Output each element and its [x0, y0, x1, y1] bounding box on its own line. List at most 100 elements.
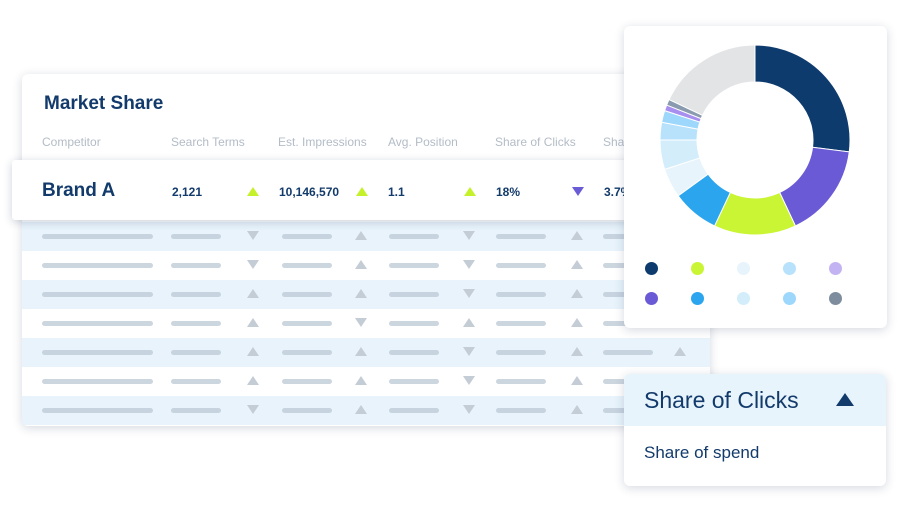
placeholder-bar	[496, 408, 546, 413]
placeholder-bar	[42, 321, 153, 326]
placeholder-bar	[42, 379, 153, 384]
placeholder-bar	[171, 321, 221, 326]
trend-up-icon	[571, 347, 583, 356]
placeholder-bar	[389, 234, 439, 239]
column-header-avg-position[interactable]: Avg. Position	[388, 135, 458, 149]
donut-slice[interactable]	[668, 44, 756, 116]
trend-down-icon	[572, 187, 584, 196]
trend-up-icon	[571, 289, 583, 298]
placeholder-bar	[171, 379, 221, 384]
trend-up-icon	[674, 347, 686, 356]
donut-chart	[659, 44, 851, 236]
legend-dot	[829, 292, 842, 305]
placeholder-bar	[282, 234, 332, 239]
placeholder-bar	[496, 350, 546, 355]
placeholder-bar	[389, 263, 439, 268]
placeholder-bar	[282, 263, 332, 268]
placeholder-bar	[171, 350, 221, 355]
placeholder-bar	[42, 234, 153, 239]
dropdown-selected-option[interactable]: Share of Clicks	[624, 374, 886, 426]
trend-up-icon	[571, 318, 583, 327]
placeholder-bar	[42, 408, 153, 413]
trend-up-icon	[247, 187, 259, 196]
trend-up-icon	[247, 376, 259, 385]
table-row[interactable]	[22, 309, 710, 338]
placeholder-bar	[389, 321, 439, 326]
brand-search-terms: 2,121	[172, 185, 203, 199]
metric-dropdown[interactable]: Share of Clicks Share of spend	[624, 374, 886, 486]
table-row[interactable]	[22, 280, 710, 309]
brand-name: Brand A	[42, 180, 116, 201]
table-row[interactable]	[22, 396, 710, 425]
trend-up-icon	[247, 289, 259, 298]
trend-up-icon	[355, 347, 367, 356]
placeholder-bar	[496, 234, 546, 239]
column-header-share-of-clicks[interactable]: Share of Clicks	[495, 135, 576, 149]
trend-down-icon	[463, 289, 475, 298]
trend-down-icon	[463, 347, 475, 356]
column-header-est-impressions[interactable]: Est. Impressions	[278, 135, 367, 149]
column-header-share-partial[interactable]: Shar	[603, 135, 629, 149]
trend-down-icon	[247, 260, 259, 269]
trend-up-icon	[571, 260, 583, 269]
legend-dot	[691, 292, 704, 305]
trend-up-icon	[355, 289, 367, 298]
legend-dot	[783, 262, 796, 275]
legend-dot	[829, 262, 842, 275]
legend-dot	[737, 292, 750, 305]
placeholder-bar	[496, 263, 546, 268]
table-row[interactable]	[22, 338, 710, 367]
trend-down-icon	[247, 231, 259, 240]
share-chart-card	[624, 26, 887, 328]
brand-share-of-clicks: 18%	[496, 185, 521, 199]
brand-est-impressions: 10,146,570	[279, 185, 340, 199]
legend-dot	[737, 262, 750, 275]
trend-down-icon	[463, 231, 475, 240]
placeholder-bar	[282, 292, 332, 297]
trend-up-icon	[355, 260, 367, 269]
trend-up-icon	[464, 187, 476, 196]
placeholder-bar	[389, 379, 439, 384]
trend-up-icon	[247, 318, 259, 327]
column-header-search-terms[interactable]: Search Terms	[171, 135, 245, 149]
trend-up-icon	[571, 376, 583, 385]
trend-up-icon	[247, 347, 259, 356]
placeholder-bar	[171, 263, 221, 268]
placeholder-bar	[42, 263, 153, 268]
placeholder-bar	[171, 408, 221, 413]
trend-down-icon	[247, 405, 259, 414]
placeholder-bar	[496, 379, 546, 384]
placeholder-bar	[171, 292, 221, 297]
placeholder-bar	[603, 350, 653, 355]
placeholder-bar	[282, 350, 332, 355]
trend-down-icon	[463, 376, 475, 385]
placeholder-bar	[171, 234, 221, 239]
brand-avg-position: 1.1	[388, 185, 405, 199]
table-row[interactable]	[22, 251, 710, 280]
chevron-up-icon[interactable]	[836, 393, 854, 406]
trend-down-icon	[463, 260, 475, 269]
column-header-competitor[interactable]: Competitor	[42, 135, 101, 149]
trend-up-icon	[356, 187, 368, 196]
legend-dot	[645, 292, 658, 305]
table-row[interactable]	[22, 222, 710, 251]
trend-up-icon	[355, 405, 367, 414]
placeholder-bar	[496, 292, 546, 297]
placeholder-bar	[389, 408, 439, 413]
legend-dot	[645, 262, 658, 275]
placeholder-bar	[282, 321, 332, 326]
placeholder-bar	[42, 350, 153, 355]
donut-slice[interactable]	[754, 44, 851, 153]
placeholder-bar	[282, 379, 332, 384]
dropdown-selected-label: Share of Clicks	[644, 387, 799, 413]
brand-row[interactable]: Brand A 2,121 10,146,570 1.1 18% 3.7%	[12, 160, 635, 220]
placeholder-bar	[389, 350, 439, 355]
table-row[interactable]	[22, 367, 710, 396]
trend-down-icon	[355, 318, 367, 327]
trend-down-icon	[463, 405, 475, 414]
placeholder-bar	[389, 292, 439, 297]
dropdown-option-share-of-spend[interactable]: Share of spend	[644, 443, 760, 462]
trend-up-icon	[463, 318, 475, 327]
trend-up-icon	[571, 231, 583, 240]
trend-up-icon	[355, 376, 367, 385]
